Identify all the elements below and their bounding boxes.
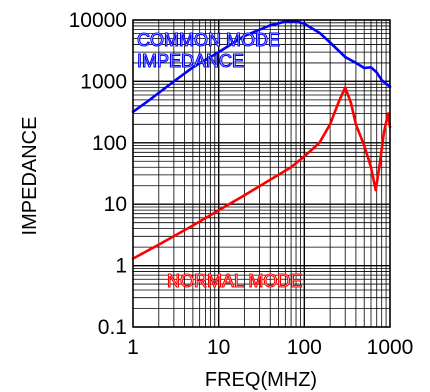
y-tick-label: 10 bbox=[104, 193, 127, 216]
series-lines bbox=[131, 20, 392, 260]
common-mode-line bbox=[131, 20, 392, 114]
y-tick-label: 10000 bbox=[69, 9, 127, 32]
x-tick-label: 1 bbox=[127, 336, 139, 359]
x-tick-label: 1000 bbox=[367, 336, 414, 359]
x-axis-title: FREQ(MHZ) bbox=[205, 369, 317, 391]
common-mode-label: COMMON MODE bbox=[137, 30, 280, 50]
y-tick-label: 100 bbox=[92, 132, 127, 155]
y-tick-label: 1 bbox=[115, 255, 127, 278]
x-tick-label: 10 bbox=[207, 336, 230, 359]
x-tick-label: 100 bbox=[287, 336, 322, 359]
y-tick-label: 0.1 bbox=[98, 316, 127, 339]
normal-mode-label: NORMAL MODE bbox=[167, 271, 302, 291]
normal-mode-line bbox=[131, 86, 392, 260]
grid bbox=[132, 19, 391, 328]
y-tick-label: 1000 bbox=[80, 70, 127, 93]
plot-frame bbox=[132, 19, 391, 328]
common-mode-label: IMPEDANCE bbox=[137, 51, 244, 71]
y-axis-title: IMPEDANCE bbox=[19, 117, 41, 236]
